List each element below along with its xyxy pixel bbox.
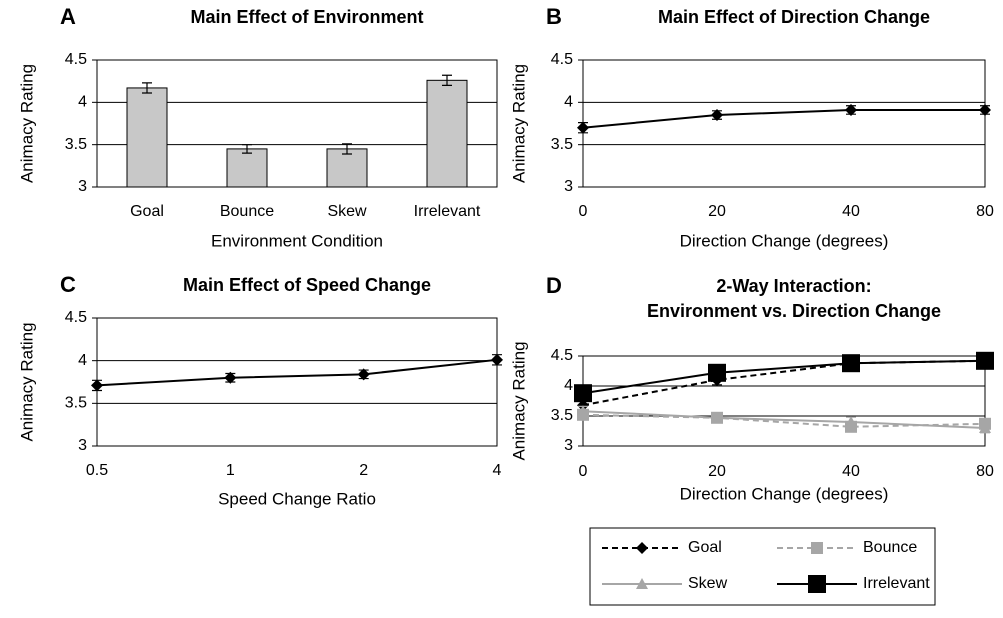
panel-label: B <box>546 4 562 29</box>
legend-label: Bounce <box>863 539 917 556</box>
y-tick-label: 3.5 <box>551 407 573 424</box>
series-line <box>96 358 498 387</box>
x-tick-label: Irrelevant <box>414 203 481 220</box>
chart-title: Main Effect of Speed Change <box>183 275 431 295</box>
x-tick-label: Bounce <box>220 203 274 220</box>
marker <box>574 384 592 403</box>
y-tick-label: 3.5 <box>65 395 87 412</box>
panel-label: C <box>60 272 76 297</box>
chart-title: Environment vs. Direction Change <box>647 301 941 321</box>
error-bar <box>442 74 452 86</box>
x-tick-label: 1 <box>226 462 235 479</box>
marker <box>711 411 723 423</box>
legend-label: Skew <box>688 575 728 592</box>
marker <box>91 379 103 392</box>
x-tick-label: 0 <box>579 203 588 220</box>
y-tick-label: 4 <box>78 94 87 111</box>
marker <box>711 109 723 122</box>
y-axis-label: Animacy Rating <box>509 64 528 183</box>
x-tick-label: Goal <box>130 203 164 220</box>
marker <box>842 354 860 373</box>
plot-frame <box>582 59 986 188</box>
chart-title: Main Effect of Environment <box>190 7 423 27</box>
marker <box>979 422 991 433</box>
chart-title: Main Effect of Direction Change <box>658 7 930 27</box>
x-tick-label: 2 <box>359 462 368 479</box>
bar <box>326 148 368 188</box>
marker <box>845 416 857 427</box>
marker <box>224 371 237 384</box>
series-line <box>582 410 986 429</box>
marker <box>708 363 726 382</box>
y-tick-label: 3 <box>564 178 573 195</box>
marker <box>979 103 991 116</box>
legend-marker <box>811 542 823 554</box>
y-tick-label: 3.5 <box>551 136 573 153</box>
x-tick-label: 80 <box>976 463 994 480</box>
y-tick-label: 3.5 <box>65 136 87 153</box>
marker <box>845 103 857 116</box>
series-line <box>582 359 986 395</box>
marker <box>357 368 370 381</box>
plot-frame <box>582 355 986 447</box>
x-tick-label: Skew <box>327 203 367 220</box>
marker <box>976 351 994 370</box>
x-tick-label: 20 <box>708 463 726 480</box>
x-axis-label: Speed Change Ratio <box>218 489 376 508</box>
marker <box>577 121 589 134</box>
y-axis-label: Animacy Rating <box>17 322 36 441</box>
y-tick-label: 4.5 <box>65 309 87 326</box>
error-bar <box>342 143 352 155</box>
panel-label: D <box>546 273 562 298</box>
x-tick-label: 4 <box>493 462 502 479</box>
y-tick-label: 4.5 <box>551 51 573 68</box>
y-tick-label: 4.5 <box>551 347 573 364</box>
legend-marker <box>808 575 826 593</box>
x-tick-label: 20 <box>708 203 726 220</box>
legend-label: Goal <box>688 539 722 556</box>
y-tick-label: 4 <box>564 94 573 111</box>
x-tick-label: 0.5 <box>86 462 108 479</box>
error-bar <box>242 144 252 154</box>
x-tick-label: 0 <box>579 463 588 480</box>
legend-box <box>589 527 936 606</box>
x-axis-label: Direction Change (degrees) <box>680 231 889 250</box>
bar <box>126 87 168 188</box>
chart-title: 2-Way Interaction: <box>716 276 871 296</box>
y-axis-label: Animacy Rating <box>17 64 36 183</box>
error-bar <box>142 82 152 94</box>
bar <box>426 79 468 188</box>
y-axis-label: Animacy Rating <box>509 341 528 460</box>
x-tick-label: 40 <box>842 203 860 220</box>
series-line <box>582 108 985 129</box>
legend-label: Irrelevant <box>863 575 930 592</box>
x-tick-label: 80 <box>976 203 994 220</box>
x-axis-label: Direction Change (degrees) <box>680 484 889 503</box>
panel-label: A <box>60 4 76 29</box>
legend-marker <box>636 542 648 554</box>
marker <box>577 405 589 417</box>
series-line <box>582 359 986 407</box>
x-axis-label: Environment Condition <box>211 231 383 250</box>
plot-frame <box>96 59 498 188</box>
y-tick-label: 4.5 <box>65 51 87 68</box>
legend-marker <box>636 578 648 589</box>
y-tick-label: 3 <box>564 437 573 454</box>
y-tick-label: 4 <box>78 352 87 369</box>
y-tick-label: 4 <box>564 377 573 394</box>
bar <box>226 148 268 188</box>
y-tick-label: 3 <box>78 437 87 454</box>
x-tick-label: 40 <box>842 463 860 480</box>
marker <box>491 353 503 366</box>
y-tick-label: 3 <box>78 178 87 195</box>
